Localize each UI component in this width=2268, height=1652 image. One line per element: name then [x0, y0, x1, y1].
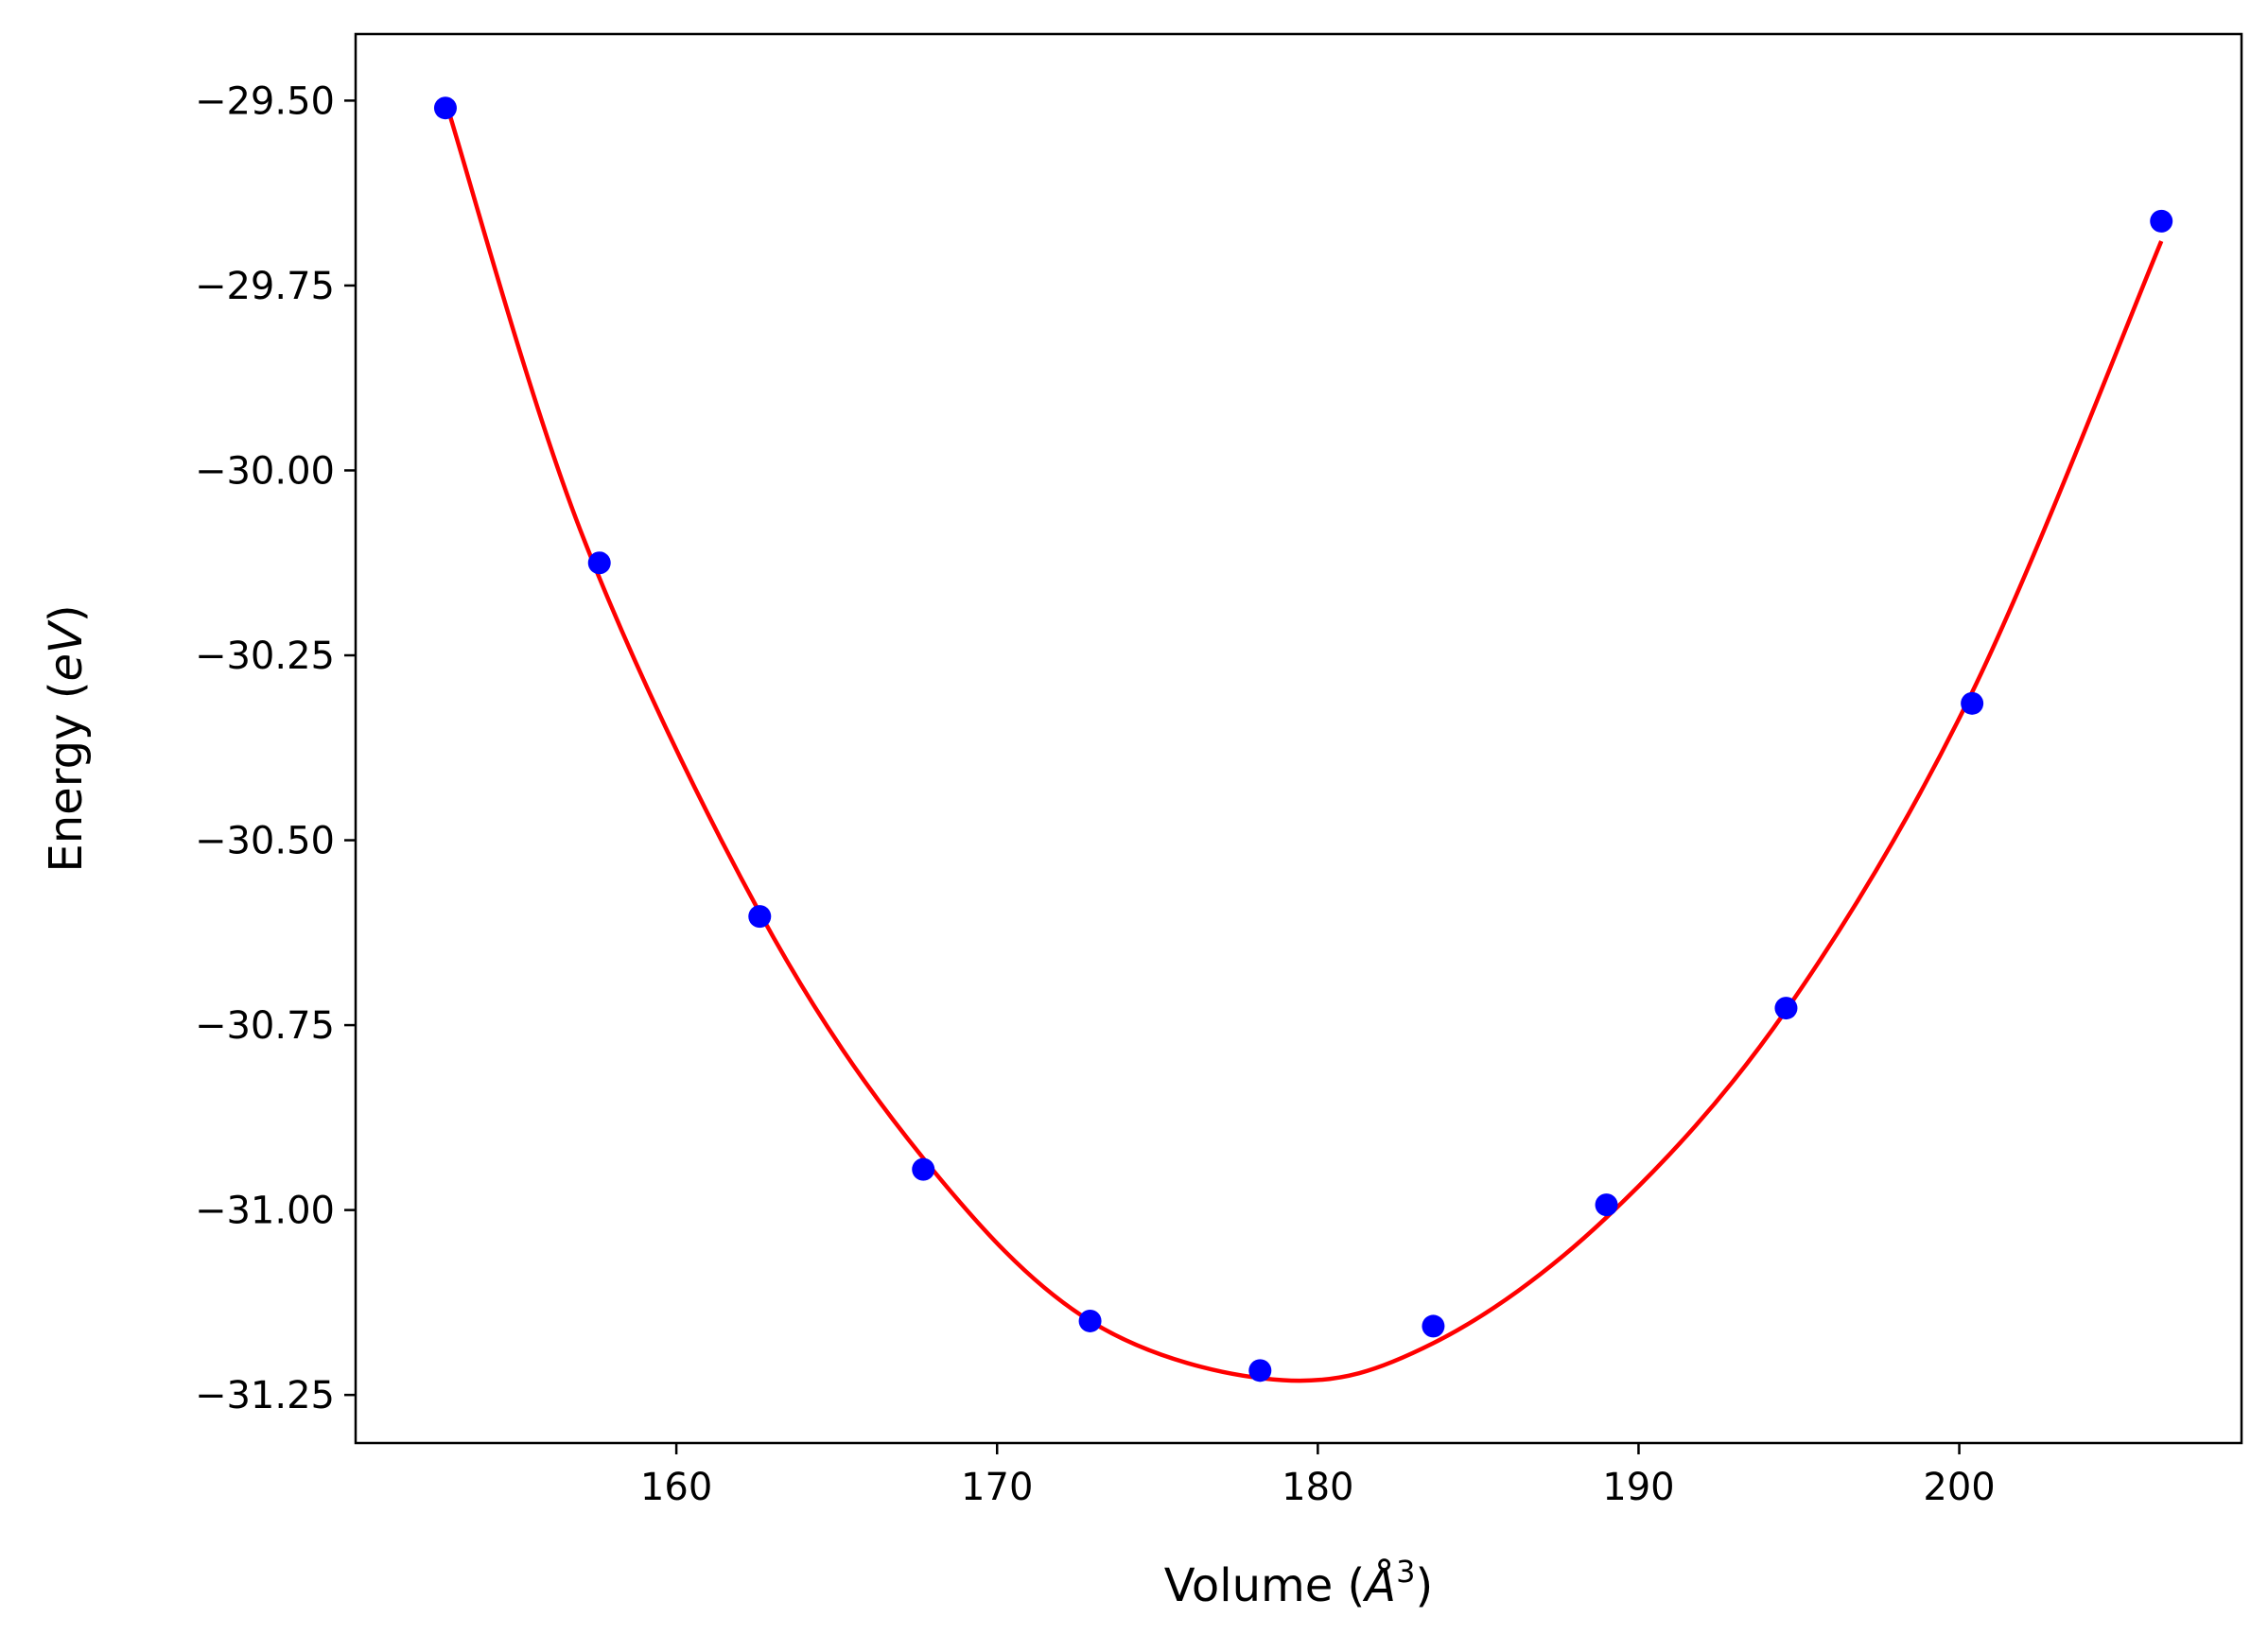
y-tick-label: −30.00: [195, 449, 335, 493]
y-tick-label: −31.00: [195, 1190, 335, 1233]
x-tick-label: 170: [961, 1466, 1033, 1509]
fit-curve: [443, 99, 2164, 1383]
x-axis-title-close: ): [1415, 1559, 1433, 1612]
data-point-3: [748, 905, 772, 929]
data-point-1: [433, 96, 457, 120]
data-point-11: [2150, 209, 2173, 233]
data-point-5: [1078, 1309, 1102, 1332]
x-tick-label: 180: [1282, 1466, 1353, 1509]
x-axis: 160 170 180 190 200: [640, 1443, 1996, 1509]
x-tick-label: 190: [1602, 1466, 1674, 1509]
x-axis-title-symbol: Å: [1362, 1558, 1396, 1612]
x-axis-title-text: Volume (: [1164, 1559, 1366, 1612]
y-axis-title-text: Energy (: [40, 682, 93, 873]
y-axis-title: Energy (eV): [40, 604, 93, 872]
data-point-10: [1961, 691, 1984, 715]
y-tick-label: −29.50: [195, 79, 335, 123]
data-point-2: [587, 551, 611, 575]
y-axis-title-close: ): [40, 604, 93, 622]
y-tick-label: −29.75: [195, 265, 335, 308]
x-tick-label: 200: [1923, 1466, 1995, 1509]
data-point-8: [1595, 1193, 1618, 1217]
data-point-7: [1422, 1314, 1445, 1338]
x-axis-title: Volume (Å3): [1164, 1554, 1433, 1612]
x-axis-title-exponent: 3: [1396, 1554, 1415, 1590]
y-axis: −29.50 −29.75 −30.00 −30.25 −30.50 −30.75 −31.…: [195, 79, 356, 1417]
y-axis-title-unit: eV: [40, 619, 93, 682]
y-tick-label: −30.50: [195, 820, 335, 863]
y-tick-label: −30.75: [195, 1004, 335, 1048]
data-point-4: [912, 1157, 935, 1181]
data-point-6: [1248, 1359, 1272, 1382]
y-tick-label: −30.25: [195, 635, 335, 678]
plot-area: [354, 32, 2243, 1445]
data-points-layer: [433, 96, 2173, 1382]
fit-curve-layer: [443, 99, 2164, 1383]
y-tick-label: −31.25: [195, 1374, 335, 1417]
data-point-9: [1774, 997, 1798, 1020]
x-tick-label: 160: [640, 1466, 712, 1509]
